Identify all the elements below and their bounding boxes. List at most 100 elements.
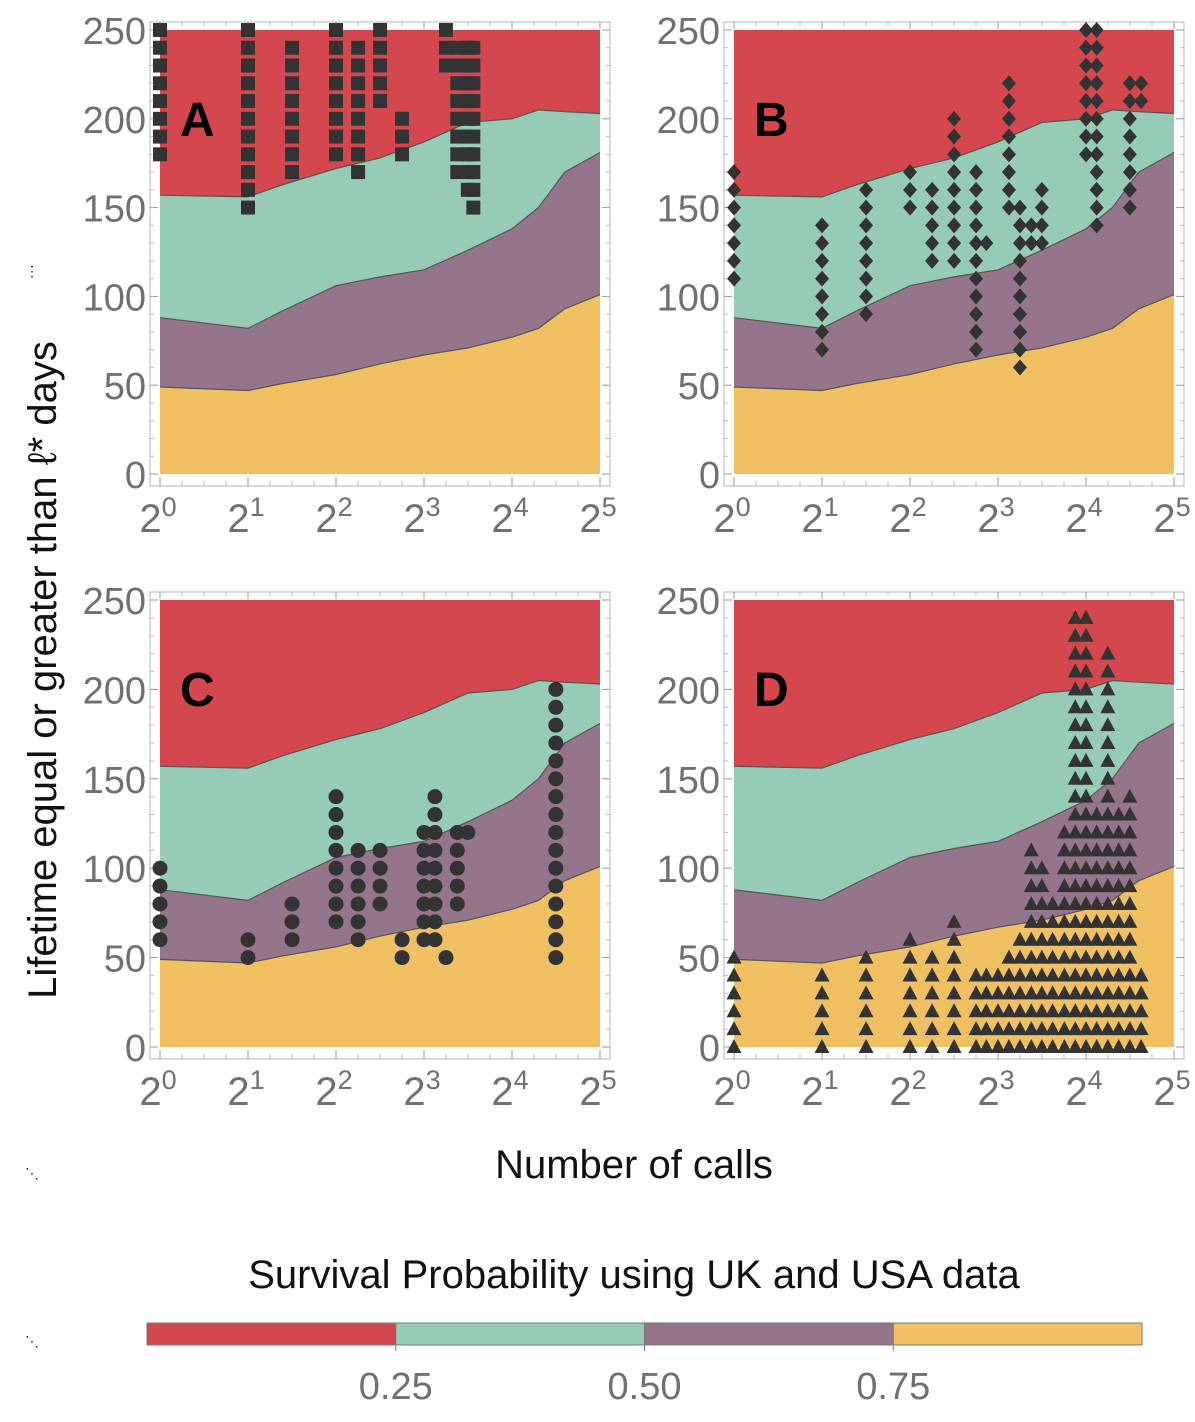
triangle-marker <box>968 1039 984 1053</box>
colorbar-segment <box>395 1323 645 1345</box>
ellipsis-diagonal-1: ⋱ <box>25 1165 39 1181</box>
triangle-marker <box>1089 806 1105 821</box>
circle-marker <box>449 824 465 840</box>
diamond-marker <box>925 235 940 252</box>
triangle-marker <box>814 1003 830 1018</box>
panel-b: 0 50 100 150 200 250 20 21 22 23 24 25 B <box>657 11 1191 541</box>
square-marker <box>395 129 410 144</box>
triangle-marker <box>1100 645 1116 660</box>
circle-marker <box>548 789 564 805</box>
circle-marker <box>416 914 432 930</box>
diamond-marker <box>1089 22 1104 38</box>
triangle-marker <box>1067 681 1083 696</box>
triangle-marker <box>1045 1021 1061 1036</box>
diamond-marker <box>1079 110 1093 127</box>
triangle-marker <box>924 1003 940 1018</box>
triangle-marker <box>1100 949 1116 964</box>
triangle-marker <box>1067 895 1083 910</box>
circle-marker <box>152 932 168 948</box>
square-marker <box>329 58 343 73</box>
square-marker <box>153 40 167 55</box>
triangle-marker <box>1023 1003 1039 1018</box>
colorbar-tick-label: 0.75 <box>856 1366 930 1408</box>
x-tick-label: 24 <box>1065 492 1102 541</box>
triangle-marker <box>968 967 984 982</box>
triangle-marker <box>902 1021 918 1036</box>
triangle-marker <box>1078 681 1094 696</box>
y-tick-label: 200 <box>657 670 720 712</box>
triangle-marker <box>1056 824 1072 839</box>
square-marker <box>466 76 481 91</box>
triangle-marker <box>1001 1003 1017 1018</box>
circle-marker <box>548 753 564 769</box>
y-tick-label: 50 <box>104 366 146 408</box>
triangle-marker <box>814 985 830 1000</box>
x-tick-label: 24 <box>491 492 528 541</box>
triangle-marker <box>1056 878 1072 893</box>
triangle-marker <box>1089 913 1105 928</box>
circle-marker <box>427 878 443 894</box>
square-marker <box>351 94 366 109</box>
panel-c: 0 50 100 150 200 250 20 21 22 23 24 25 C <box>83 581 617 1114</box>
x-tick-label: 23 <box>403 1065 440 1114</box>
triangle-marker <box>924 985 940 1000</box>
triangle-marker <box>1078 895 1094 910</box>
triangle-marker <box>946 931 962 946</box>
square-marker <box>329 40 343 55</box>
triangle-marker <box>1067 699 1083 714</box>
diamond-marker <box>925 199 940 216</box>
circle-marker <box>328 807 344 823</box>
triangle-marker <box>1111 967 1127 982</box>
x-tick-label: 24 <box>1065 1065 1102 1114</box>
x-tick-label: 20 <box>139 1065 176 1114</box>
diamond-marker <box>903 164 917 181</box>
triangle-marker <box>1067 1003 1083 1018</box>
triangle-marker <box>814 967 830 982</box>
diamond-marker <box>1012 217 1027 234</box>
triangle-marker <box>1122 931 1138 946</box>
triangle-marker <box>1089 1003 1105 1018</box>
y-tick-label: 250 <box>657 581 720 623</box>
diamond-marker <box>1089 110 1104 127</box>
diamond-marker <box>1079 146 1093 163</box>
circle-marker <box>427 896 443 912</box>
triangle-marker <box>1111 913 1127 928</box>
square-marker <box>153 129 167 144</box>
y-tick-label: 200 <box>83 670 146 712</box>
diamond-marker <box>925 217 940 234</box>
circle-marker <box>240 932 256 948</box>
triangle-marker <box>858 1021 874 1036</box>
diamond-marker <box>859 235 874 252</box>
triangle-marker <box>1122 949 1138 964</box>
circle-marker <box>416 878 432 894</box>
triangle-marker <box>1056 913 1072 928</box>
triangle-marker <box>1078 717 1094 732</box>
triangle-marker <box>990 1039 1006 1053</box>
triangle-marker <box>1078 967 1094 982</box>
triangle-marker <box>1111 949 1127 964</box>
circle-marker <box>372 878 388 894</box>
x-tick-label: 20 <box>139 492 176 541</box>
x-tick-label: 25 <box>579 492 616 541</box>
square-marker <box>153 147 167 162</box>
diamond-marker <box>947 164 962 181</box>
triangle-marker <box>946 985 962 1000</box>
y-tick-label: 0 <box>699 1028 720 1070</box>
triangle-marker <box>1045 967 1061 982</box>
triangle-marker <box>1089 949 1105 964</box>
circle-marker <box>328 789 344 805</box>
contour-line <box>159 722 601 902</box>
triangle-marker <box>1100 699 1116 714</box>
data-points <box>152 681 564 966</box>
triangle-marker <box>946 1039 962 1053</box>
y-tick-label: 100 <box>657 849 720 891</box>
triangle-marker <box>1067 842 1083 857</box>
circle-marker <box>548 878 564 894</box>
circle-marker <box>152 914 168 930</box>
triangle-marker <box>946 1003 962 1018</box>
circle-marker <box>548 771 564 787</box>
diamond-marker <box>727 252 741 269</box>
triangle-marker <box>1067 967 1083 982</box>
square-marker <box>241 200 255 215</box>
y-axis-title: Lifetime equal or greater than ℓ* days <box>21 341 65 999</box>
